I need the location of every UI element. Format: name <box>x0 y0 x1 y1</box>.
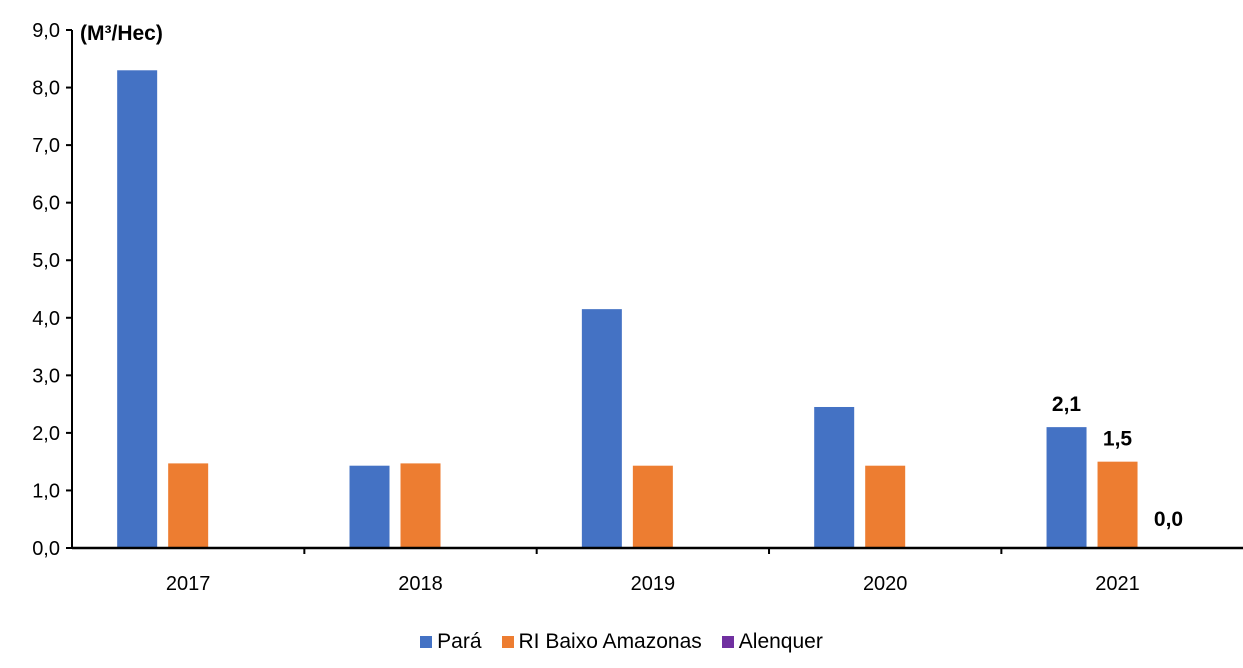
bar-par--2017 <box>117 70 158 549</box>
bar-ri-baixo-amazonas-2020 <box>865 465 906 548</box>
legend-swatch-ri-baixo-amazonas <box>501 636 514 648</box>
bar-par--2019 <box>581 309 622 548</box>
x-tick-label: 2017 <box>166 573 211 595</box>
bar-par--2018 <box>349 465 390 548</box>
legend-swatch-para <box>420 636 433 648</box>
x-tick-label: 2020 <box>863 573 908 595</box>
x-tick-label: 2018 <box>398 573 443 595</box>
data-label: 0,0 <box>1154 508 1183 531</box>
bar-ri-baixo-amazonas-2019 <box>632 465 673 548</box>
bar-par--2021 <box>1046 427 1087 548</box>
x-tick-label: 2021 <box>1095 573 1140 595</box>
bar-ri-baixo-amazonas-2021 <box>1097 461 1138 548</box>
y-tick-label: 9,0 <box>32 20 60 42</box>
y-tick-label: 3,0 <box>32 365 60 387</box>
data-label: 2,1 <box>1052 393 1082 416</box>
y-tick-label: 2,0 <box>32 423 60 445</box>
x-tick-label: 2019 <box>631 573 676 595</box>
y-tick-label: 0,0 <box>32 538 60 560</box>
y-tick-label: 1,0 <box>32 480 60 502</box>
legend-label-alenquer: Alenquer <box>738 630 823 653</box>
bar-ri-baixo-amazonas-2018 <box>400 463 441 548</box>
legend-item-alenquer: Alenquer <box>721 630 823 654</box>
y-tick-label: 4,0 <box>32 308 60 330</box>
y-tick-label: 5,0 <box>32 250 60 272</box>
x-axis-ticks: 2017 2018 2019 2020 2021 <box>166 548 1140 595</box>
y-axis-ticks: 0,0 1,0 2,0 3,0 4,0 5,0 6,0 7,0 8,0 9,0 <box>32 20 72 560</box>
legend-label-ri-baixo-amazonas: RI Baixo Amazonas <box>518 630 702 653</box>
legend-label-para: Pará <box>437 630 482 653</box>
legend: Pará RI Baixo Amazonas Alenquer <box>0 630 1243 654</box>
data-label: 1,5 <box>1103 428 1133 451</box>
unit-label: (M³/Hec) <box>80 22 163 45</box>
legend-item-ri-baixo-amazonas: RI Baixo Amazonas <box>501 630 702 654</box>
bar-par--2020 <box>814 406 855 548</box>
bar-ri-baixo-amazonas-2017 <box>168 463 209 548</box>
data-labels: 2,1 1,5 0,0 <box>1052 393 1183 531</box>
bars-group <box>117 70 1138 549</box>
legend-swatch-alenquer <box>721 636 734 648</box>
y-tick-label: 8,0 <box>32 78 60 100</box>
legend-item-para: Pará <box>420 630 482 654</box>
y-tick-label: 7,0 <box>32 135 60 157</box>
y-tick-label: 6,0 <box>32 193 60 215</box>
